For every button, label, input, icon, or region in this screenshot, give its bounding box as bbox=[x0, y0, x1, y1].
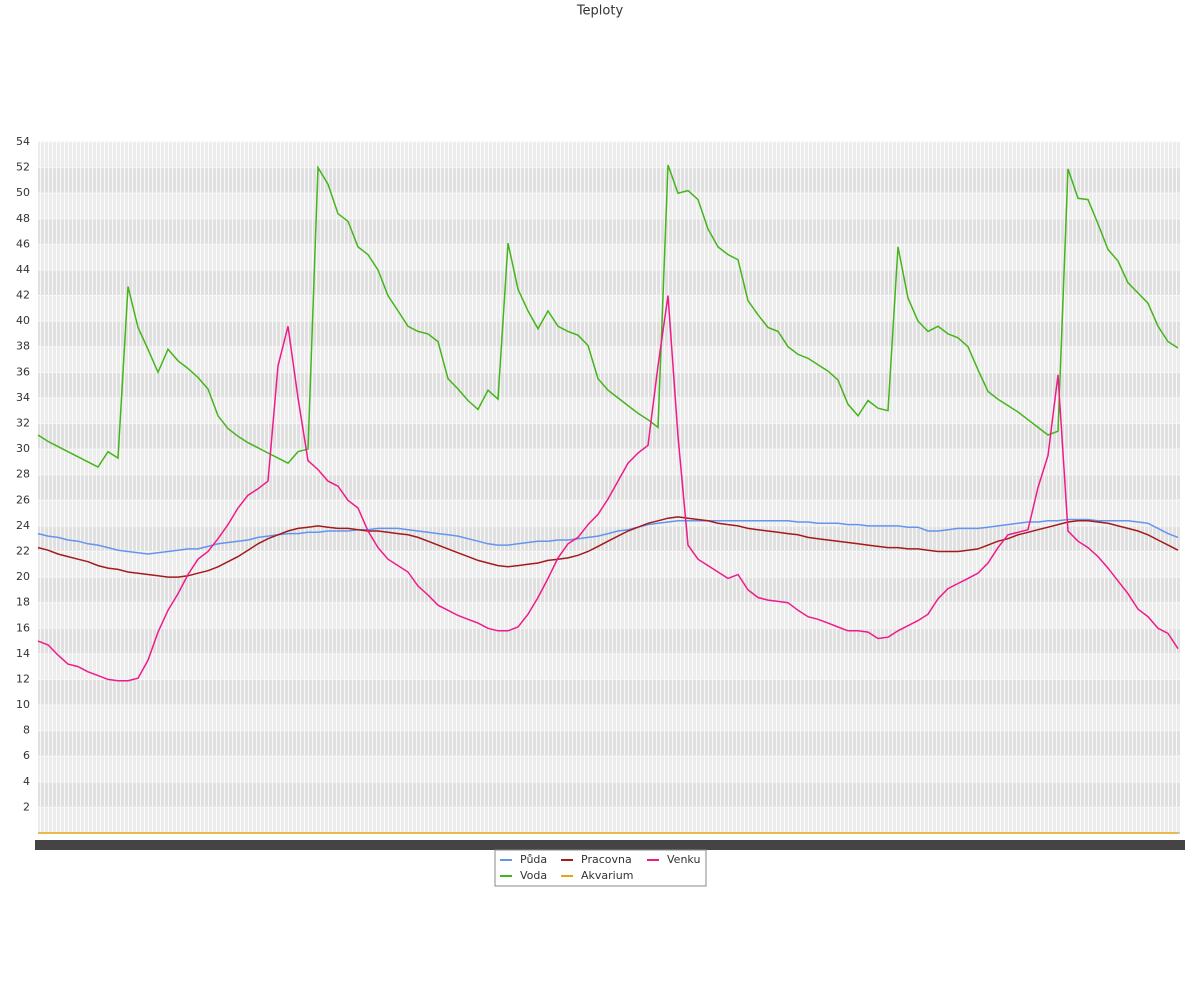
legend-label: Voda bbox=[520, 869, 547, 882]
legend-label: Akvarium bbox=[581, 869, 633, 882]
y-tick-label: 32 bbox=[16, 417, 30, 430]
y-tick-label: 20 bbox=[16, 570, 30, 583]
y-tick-label: 22 bbox=[16, 544, 30, 557]
y-tick-label: 36 bbox=[16, 365, 30, 378]
series-line bbox=[37, 295, 1179, 682]
y-tick-label: 40 bbox=[16, 314, 30, 327]
chart-title: Teploty bbox=[576, 4, 624, 19]
y-tick-label: 10 bbox=[16, 698, 30, 711]
y-tick-label: 54 bbox=[16, 135, 30, 148]
series-line bbox=[37, 516, 1179, 578]
x-axis-labels bbox=[35, 840, 1185, 850]
y-tick-label: 24 bbox=[16, 519, 30, 532]
legend-label: Venku bbox=[667, 853, 700, 866]
y-tick-label: 46 bbox=[16, 237, 30, 250]
series-line bbox=[37, 164, 1179, 468]
y-tick-label: 38 bbox=[16, 340, 30, 353]
y-tick-label: 18 bbox=[16, 596, 30, 609]
y-tick-label: 52 bbox=[16, 161, 30, 174]
y-tick-label: 14 bbox=[16, 647, 30, 660]
y-tick-label: 6 bbox=[23, 749, 30, 762]
y-tick-label: 50 bbox=[16, 186, 30, 199]
vertical-grid bbox=[38, 142, 1180, 833]
y-tick-label: 30 bbox=[16, 442, 30, 455]
series-line bbox=[37, 518, 1179, 555]
legend-label: Půda bbox=[520, 853, 547, 866]
y-tick-label: 16 bbox=[16, 621, 30, 634]
y-tick-label: 48 bbox=[16, 212, 30, 225]
y-tick-label: 12 bbox=[16, 672, 30, 685]
y-tick-label: 44 bbox=[16, 263, 30, 276]
y-tick-label: 42 bbox=[16, 289, 30, 302]
y-tick-label: 28 bbox=[16, 468, 30, 481]
y-tick-label: 8 bbox=[23, 724, 30, 737]
legend-box bbox=[494, 849, 707, 887]
y-tick-label: 2 bbox=[23, 800, 30, 813]
legend-label: Pracovna bbox=[581, 853, 632, 866]
y-tick-label: 34 bbox=[16, 391, 30, 404]
y-tick-label: 26 bbox=[16, 493, 30, 506]
y-tick-label: 4 bbox=[23, 775, 30, 788]
